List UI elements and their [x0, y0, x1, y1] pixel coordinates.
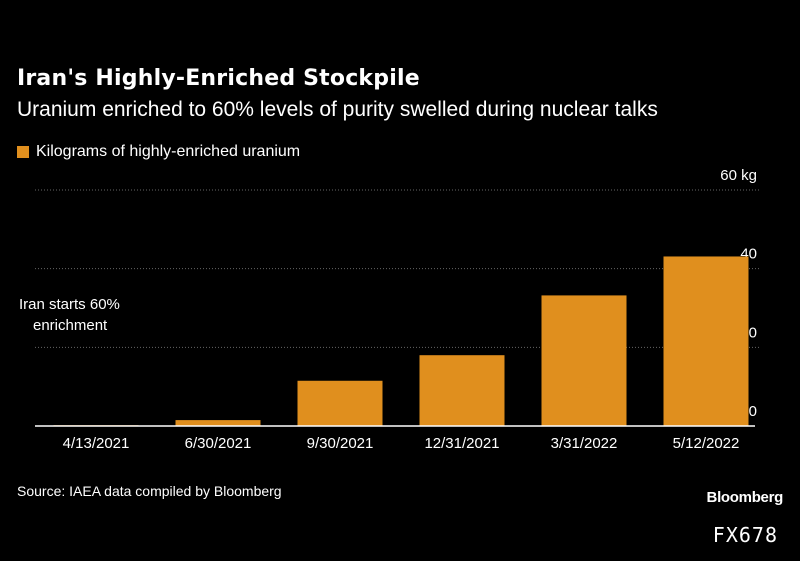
bar: [419, 355, 505, 426]
annotation-line-1: Iran starts 60%: [19, 296, 120, 313]
chart-subtitle: Uranium enriched to 60% levels of purity…: [17, 98, 658, 121]
y-tick-label: 60 kg: [720, 167, 757, 184]
chart-legend: Kilograms of highly-enriched uranium: [17, 143, 300, 161]
x-tick-label: 3/31/2022: [551, 435, 618, 452]
y-tick-label: 0: [749, 403, 757, 420]
bar: [663, 256, 749, 426]
chart-title: Iran's Highly-Enriched Stockpile: [17, 66, 420, 91]
legend-label: Kilograms of highly-enriched uranium: [36, 143, 301, 160]
bar: [175, 420, 261, 426]
x-tick-label: 6/30/2021: [185, 435, 252, 452]
x-tick-label: 5/12/2022: [673, 435, 740, 452]
x-tick-label: 12/31/2021: [424, 435, 499, 452]
bar: [541, 295, 627, 426]
bar: [297, 380, 383, 426]
source-note: Source: IAEA data compiled by Bloomberg: [17, 483, 282, 499]
legend-swatch: [17, 146, 29, 158]
annotation-line-2: enrichment: [33, 317, 108, 334]
x-tick-label: 9/30/2021: [307, 435, 374, 452]
bloomberg-logo: Bloomberg: [706, 489, 784, 506]
x-tick-label: 4/13/2021: [63, 435, 130, 452]
watermark-code: FX678: [712, 523, 778, 547]
